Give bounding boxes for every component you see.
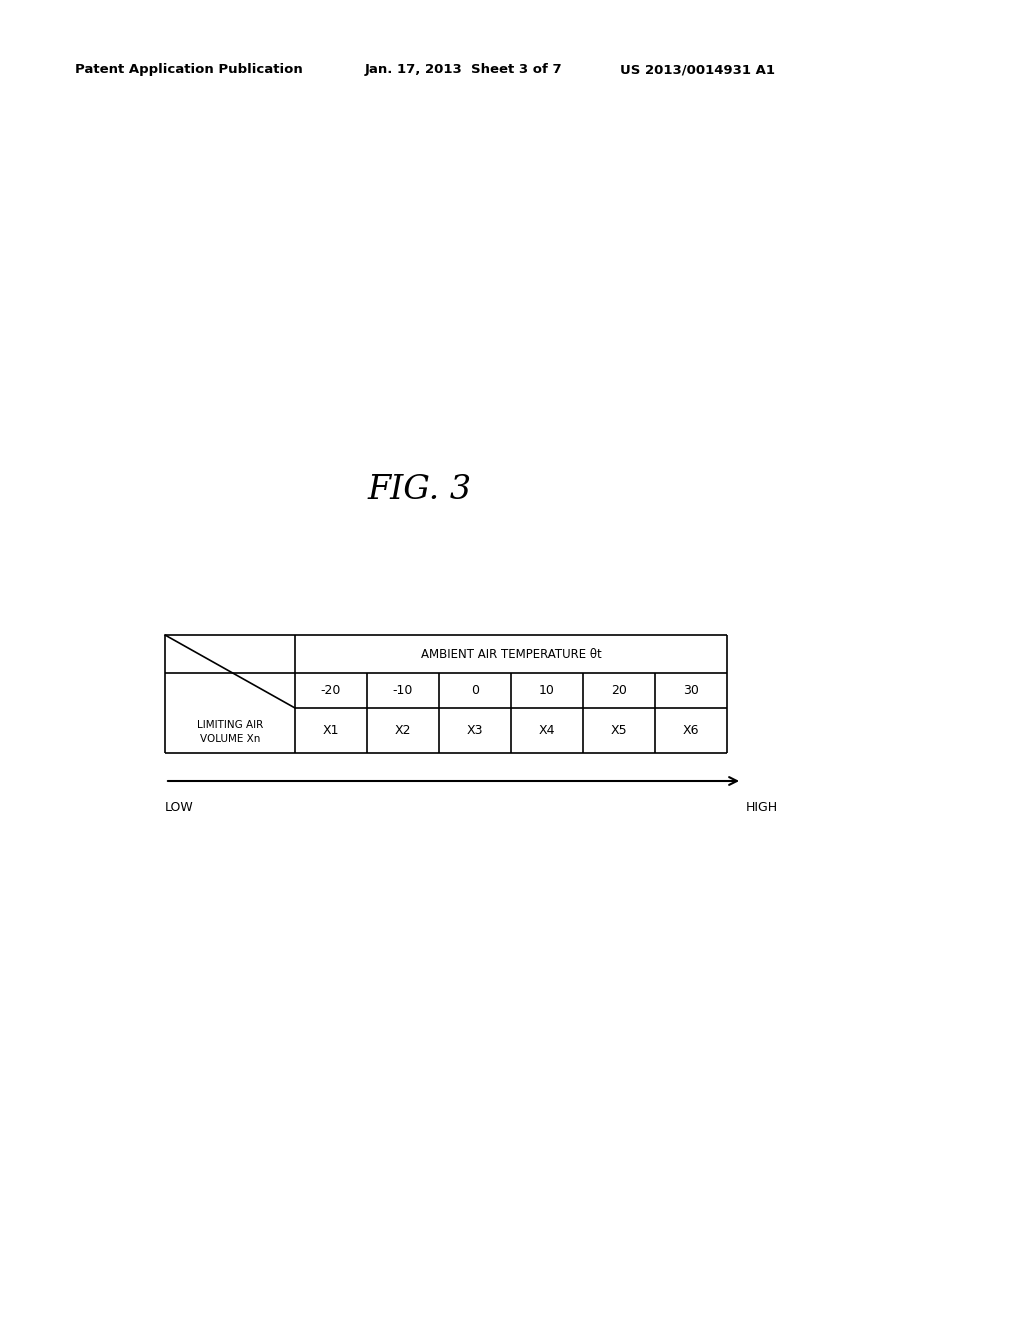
Text: 30: 30 — [683, 684, 699, 697]
Text: X6: X6 — [683, 723, 699, 737]
Text: X1: X1 — [323, 723, 339, 737]
Text: X2: X2 — [394, 723, 412, 737]
Text: -10: -10 — [393, 684, 414, 697]
Text: LIMITING AIR: LIMITING AIR — [197, 721, 263, 730]
Text: US 2013/0014931 A1: US 2013/0014931 A1 — [620, 63, 775, 77]
Text: X5: X5 — [610, 723, 628, 737]
Text: X3: X3 — [467, 723, 483, 737]
Text: 10: 10 — [539, 684, 555, 697]
Text: -20: -20 — [321, 684, 341, 697]
Text: 20: 20 — [611, 684, 627, 697]
Text: Jan. 17, 2013  Sheet 3 of 7: Jan. 17, 2013 Sheet 3 of 7 — [365, 63, 562, 77]
Text: Patent Application Publication: Patent Application Publication — [75, 63, 303, 77]
Text: X4: X4 — [539, 723, 555, 737]
Text: VOLUME Xn: VOLUME Xn — [200, 734, 260, 744]
Text: FIG. 3: FIG. 3 — [368, 474, 472, 506]
Text: 0: 0 — [471, 684, 479, 697]
Text: LOW: LOW — [165, 801, 194, 814]
Text: HIGH: HIGH — [746, 801, 778, 814]
Text: AMBIENT AIR TEMPERATURE θt: AMBIENT AIR TEMPERATURE θt — [421, 648, 601, 660]
